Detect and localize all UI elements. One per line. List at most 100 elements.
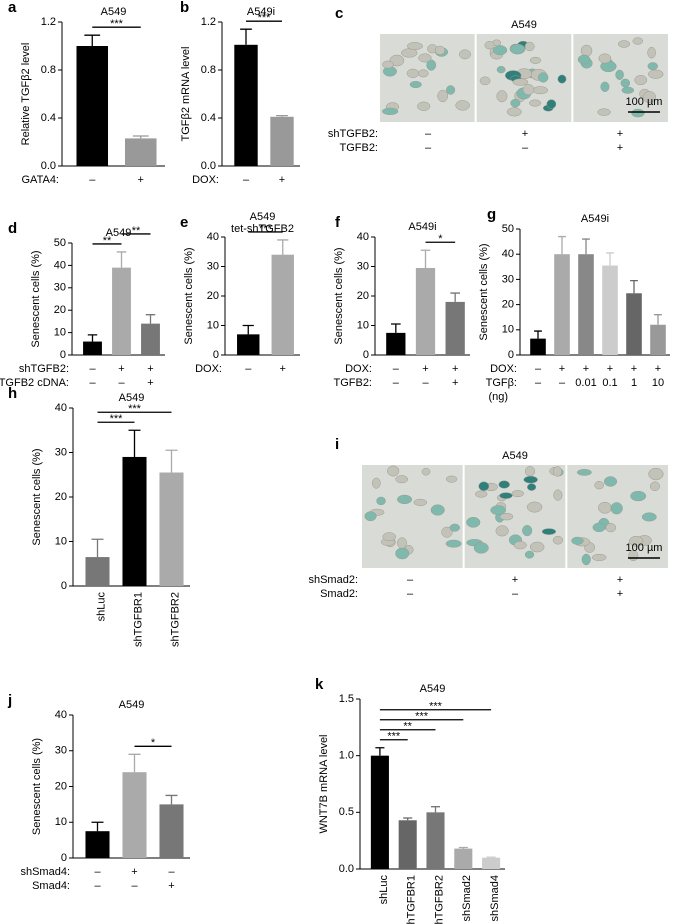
condition-value: – bbox=[393, 363, 400, 375]
cell bbox=[541, 528, 557, 535]
error-bar bbox=[630, 280, 638, 294]
y-tick-label: 1.0 bbox=[339, 750, 354, 762]
cell bbox=[459, 49, 471, 60]
bar bbox=[83, 341, 102, 355]
cell bbox=[372, 477, 381, 489]
y-tick-label: 20 bbox=[55, 780, 67, 792]
cell bbox=[597, 108, 611, 116]
condition-value: – bbox=[407, 588, 414, 600]
cell bbox=[449, 523, 460, 532]
cell bbox=[509, 43, 526, 55]
x-tick-label: shSmad4 bbox=[489, 875, 501, 921]
cell bbox=[382, 60, 394, 69]
cell bbox=[552, 535, 564, 545]
chart-title: A549 bbox=[101, 6, 127, 18]
condition-label: GATA4: bbox=[22, 174, 60, 186]
cell bbox=[527, 483, 537, 491]
y-axis-label: Senescent cells (%) bbox=[31, 448, 43, 545]
y-tick-label: 10 bbox=[55, 816, 67, 828]
cell bbox=[546, 99, 557, 109]
x-tick-label: shTGFBR2 bbox=[433, 875, 445, 924]
cell bbox=[445, 475, 458, 483]
condition-label: TGFB2: bbox=[333, 377, 372, 389]
significance-label: ** bbox=[132, 225, 141, 237]
x-tick-label: shTGFBR2 bbox=[169, 592, 181, 647]
y-tick-label: 40 bbox=[357, 231, 369, 243]
cell bbox=[628, 535, 644, 547]
cell bbox=[406, 42, 423, 51]
y-tick-label: 20 bbox=[207, 290, 219, 302]
cell bbox=[473, 542, 489, 554]
condition-label: Smad2: bbox=[320, 588, 358, 600]
y-tick-label: 10 bbox=[502, 324, 514, 336]
y-axis-label: Senescent cells (%) bbox=[478, 243, 490, 340]
cell bbox=[552, 466, 563, 477]
y-tick-label: 1.5 bbox=[339, 693, 354, 705]
y-axis-label: WNT7B mRNA level bbox=[318, 734, 330, 833]
condition-label: TGFB2: bbox=[339, 142, 378, 154]
chart-title: A549i bbox=[581, 213, 609, 225]
cell bbox=[506, 107, 522, 117]
condition-value: 10 bbox=[652, 377, 664, 389]
cell bbox=[529, 56, 542, 64]
x-tick-label: shTGFBR1 bbox=[406, 875, 418, 924]
condition-value: – bbox=[94, 866, 101, 878]
bar bbox=[237, 334, 260, 355]
y-tick-label: 50 bbox=[54, 237, 66, 249]
significance-label: ** bbox=[403, 721, 412, 733]
significance-label: * bbox=[438, 233, 443, 245]
x-tick-label: shLuc bbox=[378, 875, 390, 905]
error-bar bbox=[486, 856, 496, 858]
condition-value: + bbox=[631, 363, 637, 375]
condition-value: + bbox=[512, 574, 518, 586]
cell bbox=[417, 69, 429, 78]
cell bbox=[496, 90, 508, 103]
cell bbox=[417, 101, 431, 111]
chart-title: A549 bbox=[119, 699, 145, 711]
error-bar bbox=[558, 235, 566, 255]
error-bar bbox=[128, 429, 141, 457]
y-tick-label: 50 bbox=[502, 223, 514, 235]
condition-value: – bbox=[407, 574, 414, 586]
bar bbox=[626, 293, 642, 355]
y-axis-label: Relative TGFβ2 level bbox=[20, 43, 32, 146]
error-bar bbox=[165, 449, 178, 473]
condition-value: – bbox=[94, 880, 101, 892]
error-bar bbox=[91, 538, 104, 558]
x-tick-label: shLuc bbox=[95, 592, 107, 622]
condition-value: – bbox=[118, 377, 125, 389]
cell bbox=[648, 69, 664, 79]
cell bbox=[620, 78, 631, 88]
cell bbox=[466, 516, 481, 528]
cell bbox=[577, 54, 591, 65]
condition-value: 0.01 bbox=[575, 377, 596, 389]
cell bbox=[479, 76, 491, 86]
condition-label: shTGFB2: bbox=[19, 363, 69, 375]
y-tick-label: 0 bbox=[61, 852, 67, 864]
cell bbox=[498, 480, 510, 489]
condition-value: – bbox=[168, 866, 175, 878]
y-tick-label: 0.0 bbox=[41, 160, 56, 172]
cell bbox=[647, 62, 659, 71]
cell bbox=[610, 502, 623, 515]
cell bbox=[630, 490, 647, 502]
cell bbox=[406, 68, 420, 78]
condition-value: 1 bbox=[631, 377, 637, 389]
bar bbox=[398, 820, 417, 869]
y-tick-label: 10 bbox=[207, 319, 219, 331]
bar bbox=[415, 267, 436, 355]
error-bar bbox=[375, 747, 385, 756]
y-axis-label: Senescent cells (%) bbox=[31, 738, 43, 835]
y-tick-label: 20 bbox=[502, 299, 514, 311]
bar bbox=[85, 557, 110, 586]
condition-value: + bbox=[617, 128, 623, 140]
y-tick-label: 40 bbox=[55, 709, 67, 721]
panel-letter: k bbox=[315, 676, 324, 693]
significance-label: *** bbox=[259, 223, 273, 235]
y-tick-label: 0.4 bbox=[41, 112, 56, 124]
error-bar bbox=[606, 252, 614, 266]
error-bar bbox=[430, 806, 441, 813]
condition-value: + bbox=[147, 363, 153, 375]
cell bbox=[632, 37, 644, 45]
